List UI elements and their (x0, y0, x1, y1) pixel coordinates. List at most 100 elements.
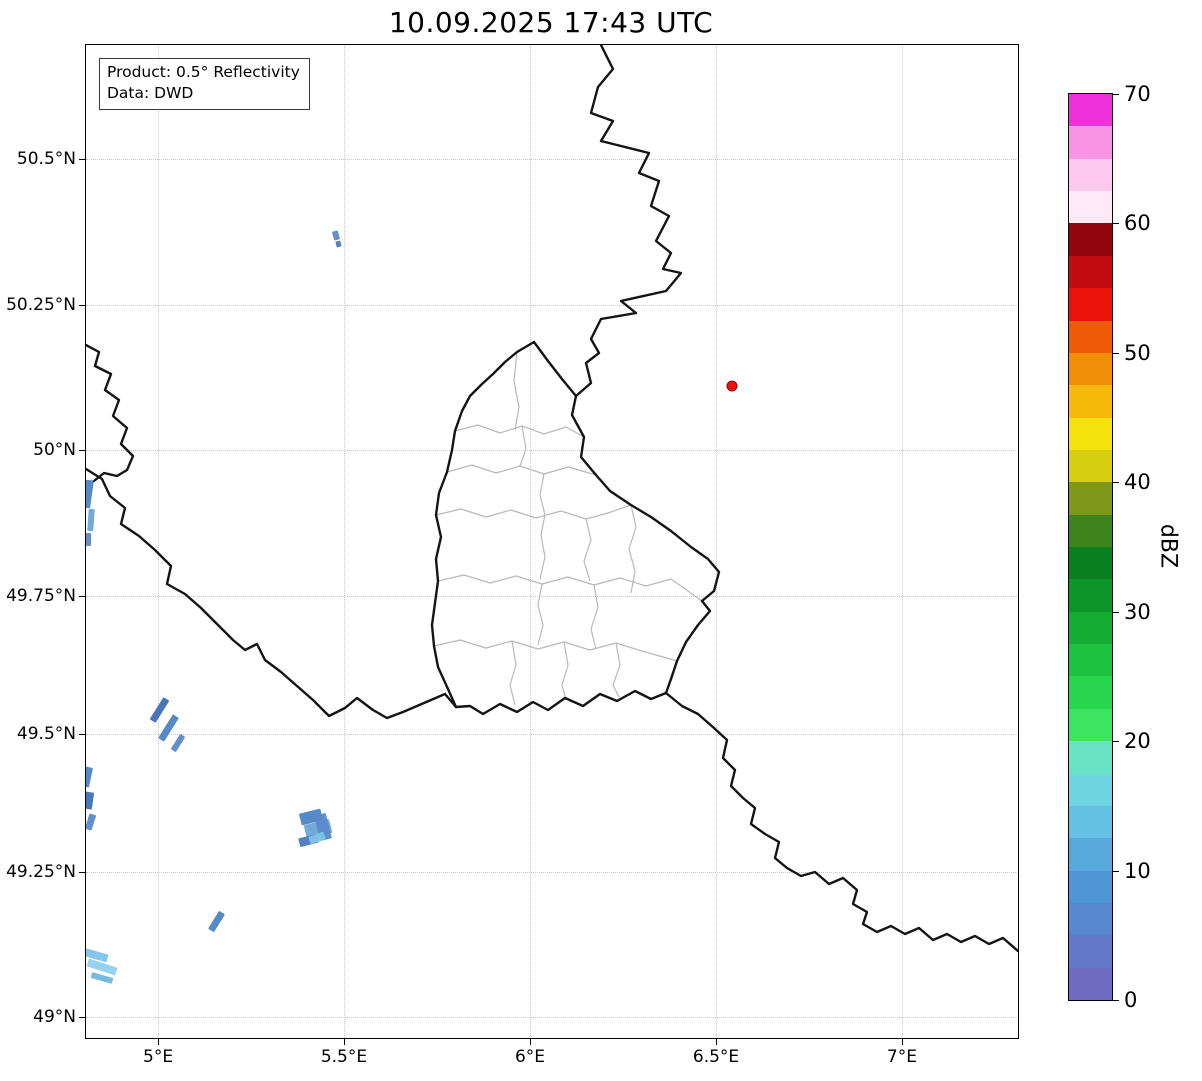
gridline-horizontal (86, 596, 1018, 598)
district-border (433, 639, 678, 662)
colorbar-tick-label: 0 (1124, 988, 1138, 1012)
colorbar-segment (1069, 967, 1112, 1001)
y-tick-mark (79, 734, 86, 736)
colorbar-segment (1069, 870, 1112, 903)
colorbar-tick-mark (1112, 741, 1119, 743)
colorbar-tick-mark (1112, 1000, 1119, 1001)
district-border (561, 641, 569, 701)
y-tick-label: 49.5°N (16, 724, 76, 745)
colorbar-segment (1069, 288, 1112, 321)
district-border (454, 424, 585, 438)
country-border (574, 45, 683, 398)
country-border (86, 343, 135, 483)
y-tick-mark (79, 450, 86, 452)
district-border (437, 574, 703, 602)
colorbar-segment (1069, 126, 1112, 159)
x-tick-label: 6°E (514, 1047, 546, 1067)
y-tick-label: 49°N (33, 1006, 76, 1027)
x-tick-label: 7°E (886, 1047, 917, 1067)
x-tick-label: 5°E (143, 1047, 174, 1067)
x-tick-label: 5.5°E (320, 1047, 368, 1067)
district-border (446, 464, 597, 476)
colorbar-tick-mark (1112, 611, 1119, 613)
colorbar-segment (1069, 514, 1112, 548)
colorbar-segment (1069, 805, 1112, 839)
x-tick-mark (901, 1038, 903, 1045)
map-axes: Product: 0.5° Reflectivity Data: DWD 5°E… (6, 44, 1019, 1067)
colorbar-segment (1069, 611, 1112, 645)
district-border (583, 518, 592, 582)
radar-echo-cell (86, 532, 91, 546)
colorbar: 70 60 50 40 30 20 10 0 (1068, 82, 1151, 1012)
gridline-horizontal (86, 450, 1018, 452)
colorbar-label: dBZ (1155, 523, 1181, 569)
y-tick-label: 50.5°N (16, 148, 76, 169)
gridline-horizontal (86, 158, 1018, 160)
colorbar-tick-label: 60 (1124, 211, 1151, 236)
borders-svg (86, 45, 1018, 953)
colorbar-segment (1069, 579, 1112, 612)
colorbar-segment (1069, 482, 1112, 515)
y-tick-mark (79, 158, 86, 160)
gridline-horizontal (86, 734, 1018, 736)
x-tick-mark (158, 1038, 160, 1045)
colorbar-segment (1069, 741, 1112, 774)
colorbar-segment (1069, 191, 1112, 224)
district-border (612, 642, 621, 698)
district-border (628, 504, 637, 594)
colorbar-tick-label: 50 (1124, 340, 1151, 365)
product-annotation-line1: Product: 0.5° Reflectivity (107, 63, 300, 81)
district-border (435, 504, 632, 520)
gridline-vertical (716, 45, 718, 1038)
y-tick-label: 50.25°N (6, 294, 76, 315)
colorbar-tick-label: 10 (1124, 858, 1151, 883)
gridline-vertical (901, 45, 903, 1038)
district-border (509, 640, 517, 706)
gridline-vertical (158, 45, 160, 1038)
figure-title: 10.09.2025 17:43 UTC (388, 6, 714, 39)
colorbar-segment (1069, 838, 1112, 871)
colorbar-segment (1069, 417, 1112, 450)
product-annotation-line2: Data: DWD (107, 84, 194, 103)
radar-echoes (86, 45, 1018, 1038)
colorbar-tick-mark (1112, 352, 1119, 354)
radar-site-marker (726, 380, 738, 392)
colorbar-segment (1069, 935, 1112, 968)
x-tick-label: 6.5°E (692, 1047, 740, 1067)
colorbar-segment (1069, 320, 1112, 353)
district-border (513, 351, 520, 431)
colorbar-tick-label: 40 (1124, 470, 1151, 495)
colorbar-segment (1069, 902, 1112, 936)
y-tick-mark (79, 1016, 86, 1018)
colorbar-segment (1069, 94, 1112, 127)
gridline-vertical (343, 45, 345, 1038)
y-tick-label: 49.25°N (6, 861, 76, 882)
colorbar-segment (1069, 385, 1112, 418)
gridline-horizontal (86, 871, 1018, 873)
district-border (519, 425, 527, 467)
colorbar-segment (1069, 676, 1112, 709)
colorbar-tick-mark (1112, 223, 1119, 225)
product-annotation: Product: 0.5° Reflectivity Data: DWD (99, 58, 310, 110)
y-tick-mark (79, 596, 86, 598)
colorbar-tick-mark (1112, 482, 1119, 484)
colorbar-gradient (1069, 94, 1112, 1001)
district-border (537, 583, 544, 646)
colorbar-tick-mark (1112, 94, 1119, 95)
y-tick-label: 50°N (33, 440, 76, 461)
plot-area (86, 45, 1018, 1038)
gridline-horizontal (86, 304, 1018, 306)
colorbar-segment (1069, 158, 1112, 192)
x-tick-mark (343, 1038, 345, 1045)
colorbar-segment (1069, 708, 1112, 742)
y-tick-mark (79, 304, 86, 306)
colorbar-segment (1069, 449, 1112, 483)
colorbar-tick-label: 20 (1124, 729, 1151, 754)
x-tick-mark (530, 1038, 531, 1045)
colorbar-tick-mark (1112, 870, 1119, 872)
district-border (539, 473, 546, 580)
x-tick-mark (716, 1038, 718, 1045)
country-border (430, 340, 721, 716)
country-border (86, 467, 458, 720)
